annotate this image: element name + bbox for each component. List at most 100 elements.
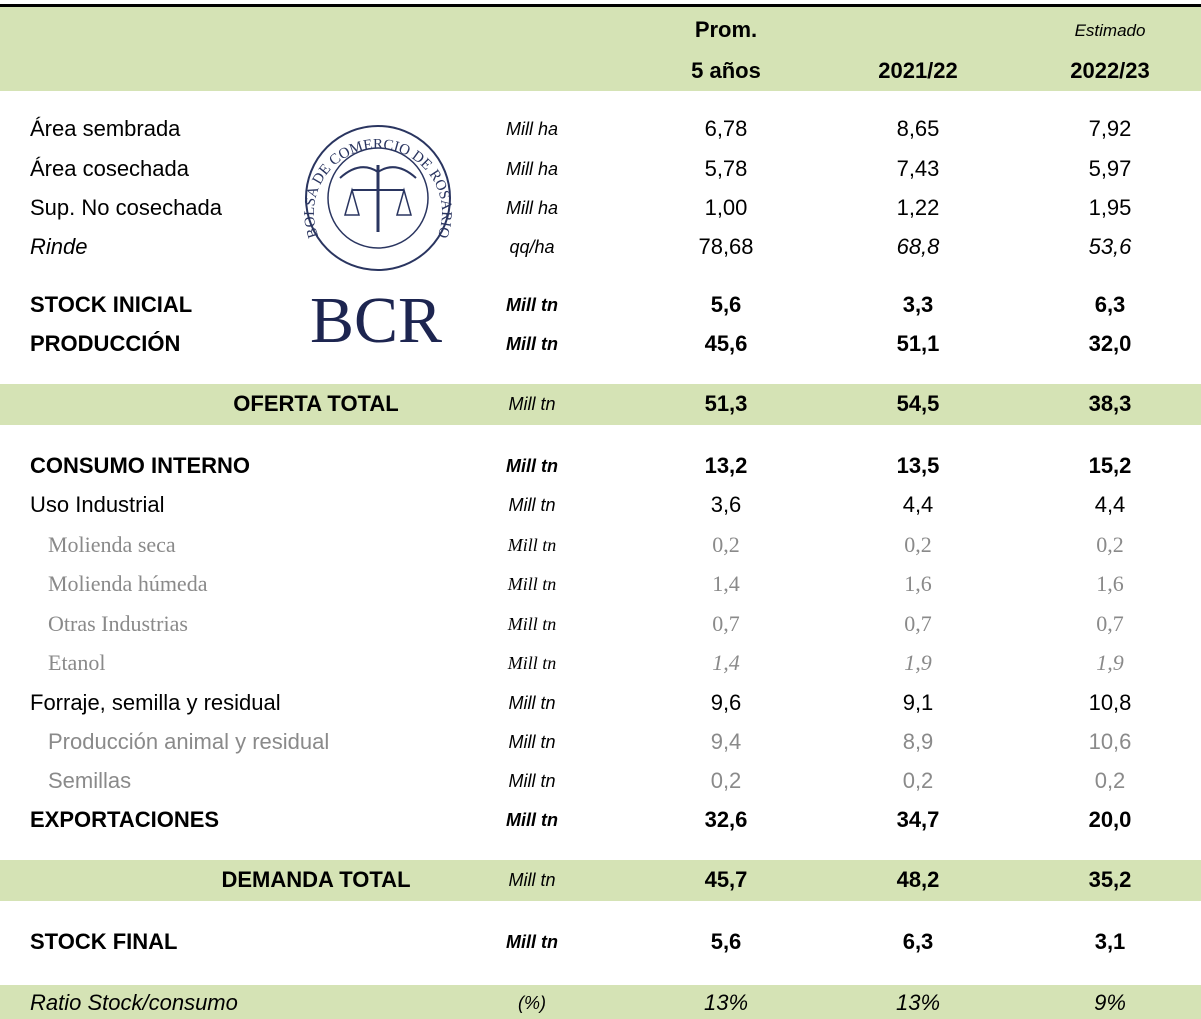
- row-unit: Mill tn: [507, 574, 557, 594]
- row-value: 51,3: [704, 391, 748, 416]
- row-value: 6,3: [902, 929, 934, 954]
- row-value: 1,4: [712, 571, 740, 596]
- row-value: 34,7: [896, 807, 940, 832]
- row-value: 1,4: [712, 650, 740, 675]
- row-value: 9,6: [710, 690, 742, 715]
- row-value: 5,78: [704, 156, 748, 181]
- row-value: 7,92: [1088, 116, 1132, 141]
- row-label: CONSUMO INTERNO: [30, 453, 250, 478]
- row-value: 51,1: [896, 331, 940, 356]
- row-value: 5,97: [1088, 156, 1132, 181]
- row-value: 1,22: [896, 195, 940, 220]
- row-value: 54,5: [896, 391, 940, 416]
- row-value: 1,6: [1096, 571, 1124, 596]
- row-value: 78,68: [698, 234, 754, 259]
- row-label: Rinde: [30, 234, 88, 259]
- row-label: Molienda seca: [48, 532, 176, 557]
- band: [0, 384, 1201, 425]
- row-label: STOCK FINAL: [30, 929, 178, 954]
- row-unit: Mill tn: [508, 870, 556, 890]
- header: 2022/23: [1070, 58, 1150, 83]
- row-unit: (%): [518, 993, 546, 1013]
- row-label: Sup. No cosechada: [30, 195, 223, 220]
- wings: [339, 166, 417, 179]
- row-unit: Mill tn: [508, 495, 556, 515]
- row-value: 13%: [703, 990, 749, 1015]
- band: [0, 860, 1201, 901]
- row-unit: Mill tn: [508, 732, 556, 752]
- row-value: 32,0: [1088, 331, 1132, 356]
- row-value: 8,9: [902, 729, 934, 754]
- row-value: 15,2: [1088, 453, 1132, 478]
- row-value: 13%: [895, 990, 941, 1015]
- row-value: 53,6: [1088, 234, 1132, 259]
- row-label: Ratio Stock/consumo: [30, 990, 238, 1015]
- row-value: 0,2: [1096, 532, 1124, 557]
- row-value: 7,43: [896, 156, 940, 181]
- row-value: 1,9: [1096, 650, 1124, 675]
- row-value: 20,0: [1088, 807, 1132, 832]
- row-value: 3,6: [710, 492, 742, 517]
- row-value: 68,8: [896, 234, 940, 259]
- row-value: 32,6: [704, 807, 748, 832]
- row-value: 3,3: [902, 292, 934, 317]
- top-rule: [0, 4, 1201, 7]
- row-unit: Mill tn: [506, 810, 558, 830]
- row-label: Otras Industrias: [48, 611, 188, 636]
- row-value: 3,1: [1094, 929, 1126, 954]
- row-unit: Mill tn: [507, 653, 557, 673]
- row-label: Etanol: [48, 650, 106, 675]
- row-unit: Mill ha: [505, 198, 559, 218]
- header-note: Estimado: [1074, 21, 1146, 40]
- row-label: Producción animal y residual: [48, 729, 330, 754]
- row-unit: Mill tn: [508, 394, 556, 414]
- seal-ring: [305, 125, 451, 271]
- row-value: 35,2: [1088, 867, 1132, 892]
- row-unit: Mill tn: [508, 771, 556, 791]
- row-label: Uso Industrial: [30, 492, 165, 517]
- row-value: 9%: [1094, 990, 1126, 1015]
- row-value: 0,2: [710, 768, 742, 793]
- row-value: 0,7: [1096, 611, 1124, 636]
- row-unit: Mill ha: [505, 159, 559, 179]
- row-value: 13,5: [896, 453, 940, 478]
- row-value: 0,2: [712, 532, 740, 557]
- row-value: 6,3: [1094, 292, 1126, 317]
- header: Prom.: [694, 17, 758, 42]
- row-value: 0,2: [904, 532, 932, 557]
- row-value: 6,78: [704, 116, 748, 141]
- row-value: 0,2: [1094, 768, 1126, 793]
- row-value: 1,00: [704, 195, 748, 220]
- row-value: 8,65: [896, 116, 940, 141]
- row-value: 9,1: [902, 690, 934, 715]
- row-value: 1,95: [1088, 195, 1132, 220]
- row-label: Área sembrada: [30, 116, 181, 141]
- row-value: 10,6: [1088, 729, 1132, 754]
- row-unit: Mill tn: [508, 693, 556, 713]
- band: [0, 985, 1201, 1019]
- row-label: Forraje, semilla y residual: [30, 690, 281, 715]
- row-value: 4,4: [902, 492, 934, 517]
- row-value: 4,4: [1094, 492, 1126, 517]
- row-unit: Mill tn: [506, 456, 558, 476]
- row-label: PRODUCCIÓN: [30, 331, 181, 356]
- row-value: 13,2: [704, 453, 748, 478]
- row-value: 1,6: [904, 571, 932, 596]
- row-value: 10,8: [1088, 690, 1132, 715]
- header: 5 años: [691, 58, 761, 83]
- header: 2021/22: [878, 58, 958, 83]
- row-value: 45,6: [704, 331, 748, 356]
- row-label: Semillas: [48, 768, 132, 793]
- row-value: 0,2: [902, 768, 934, 793]
- row-value: 5,6: [710, 292, 742, 317]
- row-value: 38,3: [1088, 391, 1132, 416]
- logo-name: BCR: [310, 284, 442, 357]
- row-value: 9,4: [710, 729, 742, 754]
- header-band: [0, 7, 1201, 91]
- row-value: 45,7: [704, 867, 748, 892]
- row-label: Área cosechada: [30, 156, 189, 181]
- row-unit: Mill tn: [506, 334, 558, 354]
- row-label: EXPORTACIONES: [30, 807, 220, 832]
